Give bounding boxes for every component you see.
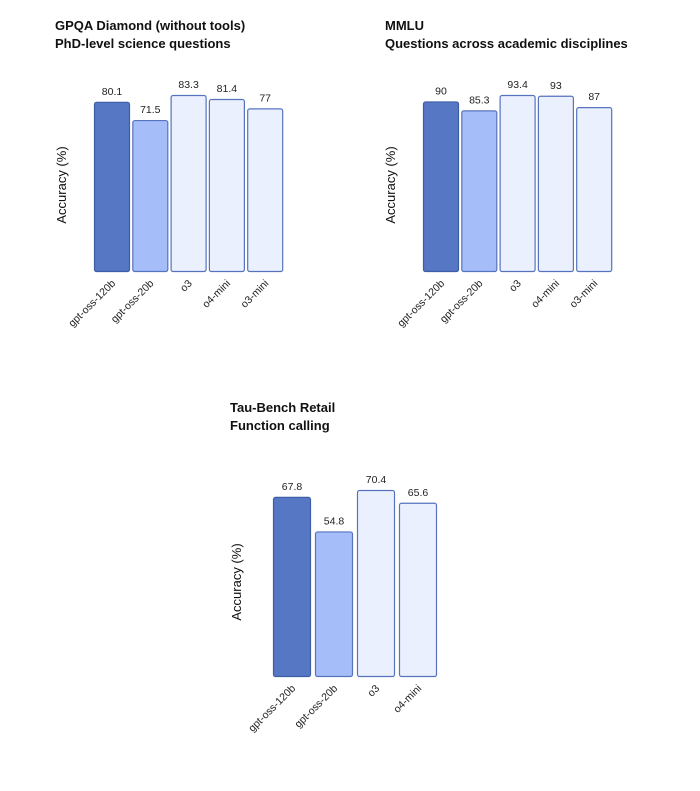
y-axis-label: Accuracy (%) (229, 543, 244, 620)
value-label: 85.3 (469, 94, 490, 106)
chart-title: MMLU (385, 18, 424, 33)
x-tick-label: gpt-oss-120b (395, 278, 447, 330)
x-tick-label: gpt-oss-120b (66, 278, 118, 330)
bar-o3-mini (576, 107, 613, 273)
value-label: 71.5 (140, 104, 161, 116)
x-tick-label: gpt-oss-20b (292, 683, 340, 731)
y-axis-label: Accuracy (%) (54, 146, 69, 223)
x-tick-label: o3 (507, 278, 524, 295)
value-label: 93 (550, 80, 562, 92)
x-tick-label: o4-mini (391, 683, 424, 716)
chart-subtitle: PhD-level science questions (55, 36, 231, 51)
x-tick-label: o4-mini (200, 278, 233, 311)
value-label: 93.4 (507, 79, 528, 91)
x-tick-label: o3 (365, 683, 382, 700)
bar-o4-mini (398, 502, 438, 678)
bar-o3 (499, 94, 536, 273)
x-tick-label: o3-mini (567, 278, 600, 311)
bar-gpt-oss-120b (422, 101, 460, 273)
bar-gpt-oss-20b (132, 119, 169, 273)
y-axis-label: Accuracy (%) (383, 146, 398, 223)
chart-title: Tau-Bench Retail (230, 400, 335, 415)
value-label: 67.8 (282, 481, 303, 493)
bar-gpt-oss-120b (93, 101, 131, 273)
value-label: 54.8 (324, 515, 345, 527)
bar-o4-mini (537, 95, 575, 273)
chart-3: Tau-Bench Retail Function calling Accuracy… (229, 400, 438, 735)
bar-o3 (356, 489, 396, 678)
bar-o4-mini (208, 98, 245, 273)
chart-subtitle: Function calling (230, 418, 330, 433)
chart-2: MMLU Questions across academic discipline… (383, 18, 628, 329)
chart-subtitle: Questions across academic disciplines (385, 36, 628, 51)
x-tick-label: gpt-oss-120b (246, 683, 298, 735)
chart-title: GPQA Diamond (without tools) (55, 18, 245, 33)
bar-gpt-oss-20b (314, 531, 354, 678)
value-label: 80.1 (102, 86, 123, 98)
value-label: 77 (259, 92, 271, 104)
bar-o3 (170, 94, 207, 273)
value-label: 87 (588, 91, 600, 103)
x-tick-label: o4-mini (529, 278, 562, 311)
bar-gpt-oss-20b (461, 110, 498, 273)
value-label: 70.4 (366, 474, 387, 486)
value-label: 65.6 (408, 487, 429, 499)
value-label: 90 (435, 85, 447, 97)
bar-gpt-oss-120b (272, 496, 312, 678)
chart-1: GPQA Diamond (without tools) PhD-level sc… (54, 18, 284, 330)
bar-o3-mini (247, 108, 284, 273)
x-tick-label: o3 (178, 278, 195, 295)
value-label: 83.3 (178, 79, 199, 91)
value-label: 81.4 (217, 83, 238, 95)
x-tick-label: o3-mini (238, 278, 271, 311)
